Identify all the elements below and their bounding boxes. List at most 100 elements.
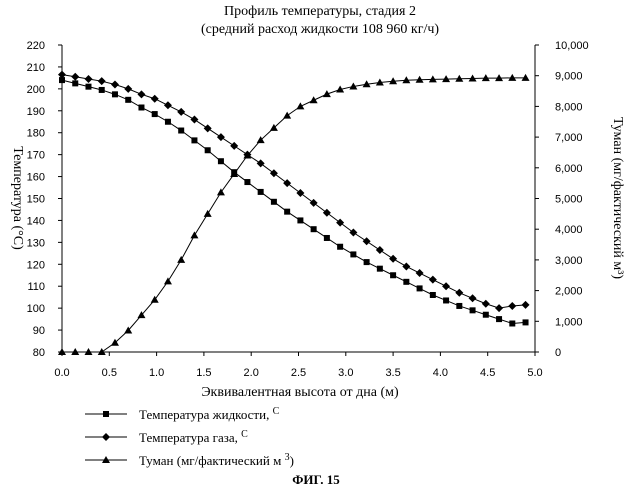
- y-right-tick-label: 1,000: [555, 316, 583, 328]
- y-left-tick-label: 210: [27, 62, 45, 74]
- liquid-temperature-point: [152, 111, 158, 117]
- liquid-temperature-line: [62, 80, 526, 323]
- y-left-tick-label: 140: [27, 215, 45, 227]
- mist-point: [190, 231, 198, 238]
- mist-point: [296, 102, 304, 109]
- x-tick-label: 4.0: [433, 367, 448, 379]
- liquid-temperature-point: [297, 217, 303, 223]
- legend-unit-liquid-temperature: C: [273, 406, 280, 417]
- legend-paren: ): [290, 453, 294, 468]
- liquid-temperature-point: [350, 251, 356, 257]
- liquid-temperature-point: [178, 128, 184, 134]
- liquid-temperature-point: [284, 209, 290, 215]
- liquid-temperature-point: [324, 235, 330, 241]
- mist-point: [204, 210, 212, 217]
- x-tick-label: 3.5: [385, 367, 400, 379]
- y-right-tick-label: 4,000: [555, 224, 583, 236]
- liquid-temperature-point: [244, 179, 250, 185]
- gas-temperature-point: [124, 85, 132, 93]
- chart-title: Профиль температуры, стадия 2: [224, 4, 416, 19]
- gas-temperature-point: [204, 124, 212, 132]
- y-right-tick-label: 10,000: [555, 40, 589, 52]
- liquid-temperature-point: [470, 307, 476, 313]
- legend-label-liquid-temperature: Температура жидкости, C: [139, 406, 280, 422]
- liquid-temperature-point: [218, 158, 224, 164]
- liquid-temperature-point: [337, 244, 343, 250]
- y-right-tick-label: 9,000: [555, 71, 583, 83]
- gas-temperature-point: [283, 179, 291, 187]
- y-right-tick-label: 7,000: [555, 132, 583, 144]
- y-left-tick-label: 190: [27, 106, 45, 118]
- y-right-tick-label: 6,000: [555, 163, 583, 175]
- gas-temperature-point: [111, 80, 119, 88]
- liquid-temperature-point: [509, 320, 515, 326]
- gas-temperature-point: [270, 169, 278, 177]
- gas-temperature-point: [522, 301, 530, 309]
- series-gas-temperature: [58, 71, 530, 313]
- liquid-temperature-point: [258, 189, 264, 195]
- legend-label-gas-temperature: Температура газа, C: [139, 429, 248, 445]
- liquid-temperature-point: [390, 272, 396, 278]
- liquid-temperature-point: [138, 104, 144, 110]
- gas-temperature-point: [296, 189, 304, 197]
- y-left-tick-label: 80: [33, 347, 45, 359]
- gas-temperature-point: [323, 209, 331, 217]
- series-mist: [58, 74, 530, 355]
- liquid-temperature-point: [403, 279, 409, 285]
- mist-point: [151, 296, 159, 303]
- y-left-tick-label: 170: [27, 150, 45, 162]
- chart-subtitle: (средний расход жидкости 108 960 кг/ч): [201, 22, 439, 37]
- liquid-temperature-point: [456, 303, 462, 309]
- gas-temperature-point: [98, 77, 106, 85]
- liquid-temperature-point: [430, 292, 436, 298]
- gas-temperature-point: [442, 282, 450, 290]
- gas-temperature-point: [429, 276, 437, 284]
- legend: Температура жидкости, C Температура газа,…: [85, 406, 294, 468]
- gas-temperature-point: [310, 199, 318, 207]
- gas-temperature-point: [84, 75, 92, 83]
- mist-point: [217, 188, 225, 195]
- mist-point: [283, 112, 291, 119]
- y-left-tick-label: 220: [27, 40, 45, 52]
- gas-temperature-point: [177, 108, 185, 116]
- gas-temperature-point: [164, 101, 172, 109]
- gas-temperature-point: [363, 237, 371, 245]
- y-right-tick-label: 5,000: [555, 194, 583, 206]
- liquid-temperature-point: [205, 147, 211, 153]
- liquid-temperature-point: [483, 312, 489, 318]
- mist-point: [177, 256, 185, 263]
- y-left-tick-label: 90: [33, 325, 45, 337]
- x-tick-label: 0.0: [54, 367, 69, 379]
- y-right-tick-label: 2,000: [555, 286, 583, 298]
- y-left-tick-label: 180: [27, 128, 45, 140]
- x-tick-label: 4.5: [480, 367, 495, 379]
- series-liquid-temperature: [59, 77, 529, 326]
- liquid-temperature-point: [125, 97, 131, 103]
- x-tick-label: 1.0: [149, 367, 164, 379]
- gas-temperature-line: [62, 75, 526, 309]
- chart-axes: 0.00.51.01.52.02.53.03.54.04.55.08090100…: [27, 40, 589, 379]
- y-right-tick-label: 8,000: [555, 101, 583, 113]
- gas-temperature-point: [137, 90, 145, 98]
- y-axis-left-label: Температура (°C): [10, 146, 25, 250]
- liquid-temperature-point: [112, 91, 118, 97]
- y-left-tick-label: 150: [27, 194, 45, 206]
- gas-temperature-point: [402, 262, 410, 270]
- liquid-temperature-point: [191, 137, 197, 143]
- y-left-tick-label: 130: [27, 237, 45, 249]
- mist-point: [310, 96, 318, 103]
- legend-marker-liquid-temperature: [103, 411, 109, 417]
- liquid-temperature-point: [72, 80, 78, 86]
- mist-point: [164, 277, 172, 284]
- liquid-temperature-point: [165, 119, 171, 125]
- liquid-temperature-point: [364, 259, 370, 265]
- liquid-temperature-point: [85, 84, 91, 90]
- y-axis-right-label: Туман (мг/фактический м³): [610, 117, 625, 279]
- y-left-tick-label: 110: [27, 281, 45, 293]
- x-tick-label: 2.0: [244, 367, 259, 379]
- y-left-tick-label: 100: [27, 303, 45, 315]
- gas-temperature-point: [376, 246, 384, 254]
- liquid-temperature-point: [271, 199, 277, 205]
- gas-temperature-point: [336, 219, 344, 227]
